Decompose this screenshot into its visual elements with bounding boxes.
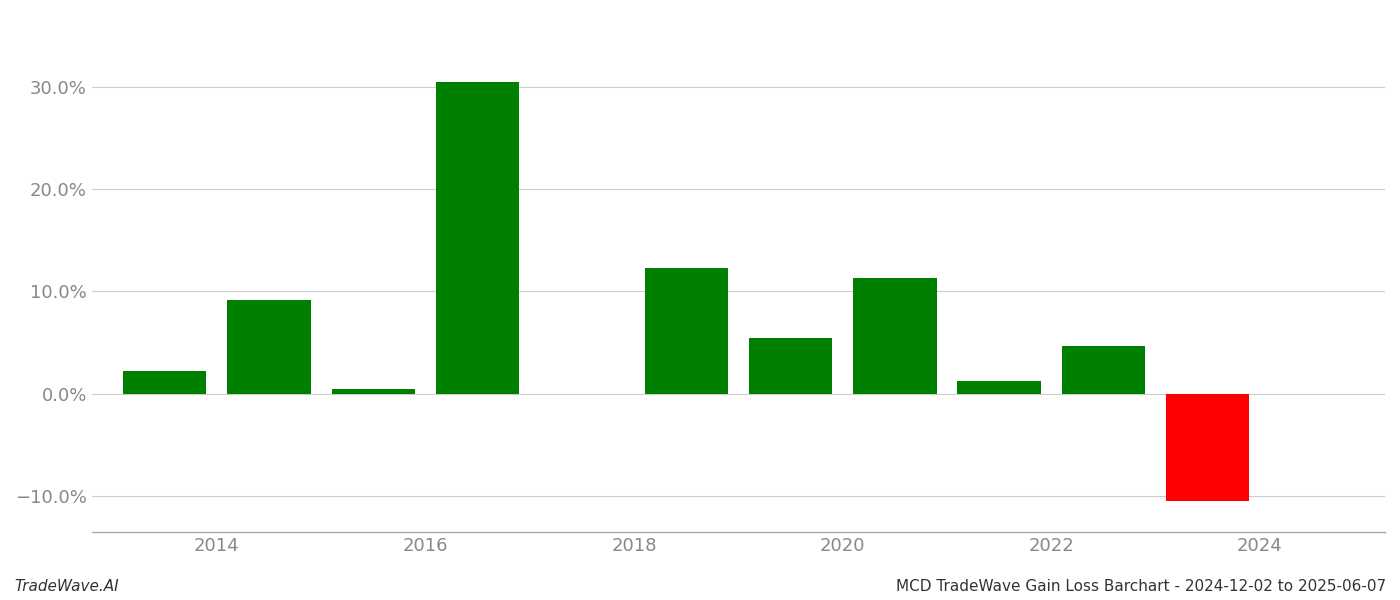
Bar xyxy=(123,371,206,394)
Bar xyxy=(227,299,311,394)
Bar xyxy=(853,278,937,394)
Bar xyxy=(749,338,832,394)
Bar xyxy=(332,389,414,394)
Bar xyxy=(958,380,1040,394)
Text: TradeWave.AI: TradeWave.AI xyxy=(14,579,119,594)
Bar xyxy=(1061,346,1145,394)
Bar xyxy=(644,268,728,394)
Bar xyxy=(435,82,519,394)
Text: MCD TradeWave Gain Loss Barchart - 2024-12-02 to 2025-06-07: MCD TradeWave Gain Loss Barchart - 2024-… xyxy=(896,579,1386,594)
Bar xyxy=(1166,394,1249,502)
